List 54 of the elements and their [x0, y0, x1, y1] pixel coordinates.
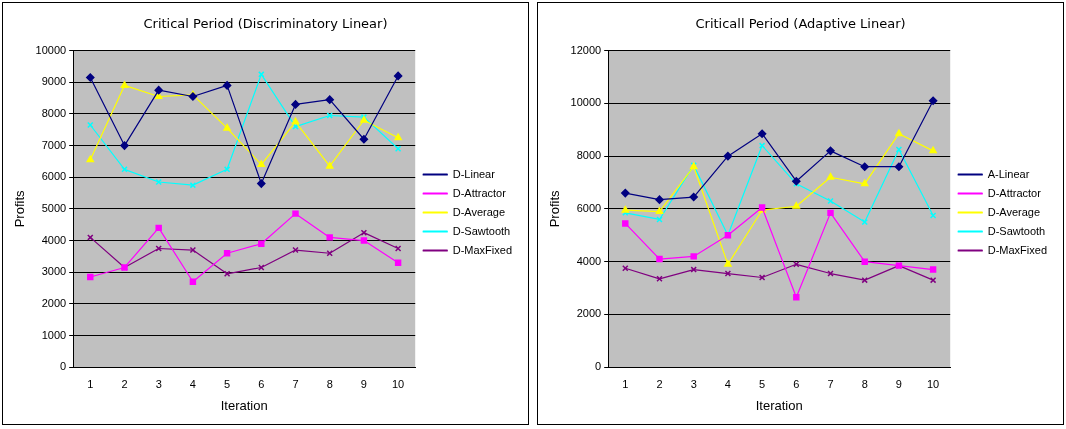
y-tick-label: 10000	[570, 96, 602, 109]
x-tick-label: 4	[189, 377, 196, 390]
x-tick-label: 6	[793, 377, 800, 390]
legend-label: D-Linear	[452, 167, 496, 180]
x-axis-title: Iteration	[755, 397, 803, 413]
legend-label: D-Average	[452, 205, 506, 218]
y-tick-label: 5000	[41, 201, 67, 214]
x-tick-label: 9	[895, 377, 902, 390]
x-tick-label: 10	[926, 377, 940, 390]
y-axis-title: Profits	[12, 189, 28, 228]
y-tick-label: 7000	[41, 138, 67, 151]
x-tick-label: 1	[87, 377, 94, 390]
y-tick-label: 12000	[570, 43, 602, 56]
legend-label: A-Linear	[987, 167, 1030, 180]
y-tick-label: 6000	[576, 201, 602, 214]
y-tick-label: 8000	[41, 106, 67, 119]
y-tick-label: 10000	[35, 43, 67, 56]
x-tick-label: 6	[258, 377, 265, 390]
x-tick-label: 1	[622, 377, 629, 390]
y-tick-label: 4000	[576, 254, 602, 267]
legend-label: D-MaxFixed	[987, 243, 1048, 256]
x-tick-label: 7	[292, 377, 299, 390]
y-tick-label: 6000	[41, 170, 67, 183]
x-tick-label: 10	[391, 377, 405, 390]
y-tick-label: 1000	[41, 328, 67, 341]
x-tick-label: 5	[759, 377, 766, 390]
y-tick-label: 0	[595, 360, 602, 373]
legend-label: D-Attractor	[452, 186, 507, 199]
y-tick-label: 0	[60, 360, 67, 373]
x-tick-label: 8	[861, 377, 868, 390]
x-axis-title: Iteration	[220, 397, 268, 413]
y-tick-label: 2000	[41, 296, 67, 309]
legend-label: D-Attractor	[987, 186, 1042, 199]
x-tick-label: 3	[155, 377, 162, 390]
x-tick-label: 4	[724, 377, 731, 390]
y-axis-title: Profits	[547, 189, 563, 228]
x-tick-label: 8	[326, 377, 333, 390]
x-tick-label: 2	[656, 377, 663, 390]
y-tick-label: 2000	[576, 307, 602, 320]
x-tick-label: 9	[360, 377, 367, 390]
x-tick-label: 3	[690, 377, 697, 390]
legend-label: D-Sawtooth	[987, 224, 1046, 237]
x-tick-label: 5	[224, 377, 231, 390]
x-tick-label: 7	[827, 377, 834, 390]
chart-title: Criticall Period (Adaptive Linear)	[695, 16, 906, 32]
y-tick-label: 8000	[576, 149, 602, 162]
y-tick-label: 3000	[41, 265, 67, 278]
y-tick-label: 4000	[41, 233, 67, 246]
legend-label: D-Average	[987, 205, 1041, 218]
legend-label: D-Sawtooth	[452, 224, 511, 237]
y-tick-label: 9000	[41, 75, 67, 88]
legend-label: D-MaxFixed	[452, 243, 513, 256]
chart-title: Critical Period (Discriminatory Linear)	[143, 16, 388, 32]
x-tick-label: 2	[121, 377, 128, 390]
